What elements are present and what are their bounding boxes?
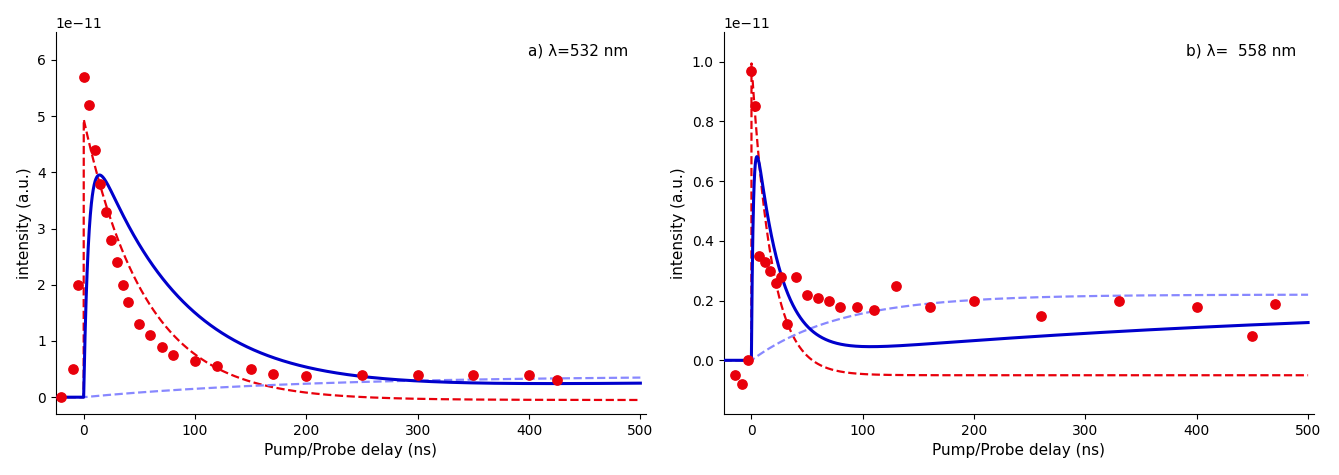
Point (754, 258, 775, 266)
Y-axis label: intensity (a.u.): intensity (a.u.) (671, 167, 687, 279)
Point (830, 303, 852, 310)
Point (129, 320, 150, 328)
Point (1030, 312, 1051, 319)
Point (100, 236, 122, 244)
Point (846, 303, 868, 310)
Point (759, 267, 781, 275)
Point (407, 371, 428, 379)
Point (749, 252, 770, 260)
Point (72, 73, 94, 81)
Point (807, 294, 829, 302)
Point (262, 370, 284, 377)
Point (740, 67, 762, 75)
Point (1186, 303, 1208, 310)
Point (62, 365, 83, 373)
Point (765, 279, 786, 286)
Point (546, 377, 568, 384)
Text: b) λ=  558 nm: b) λ= 558 nm (1186, 43, 1296, 58)
Point (785, 273, 806, 281)
Point (771, 273, 793, 281)
Point (95, 208, 116, 216)
Point (151, 343, 173, 351)
Point (139, 332, 161, 339)
Point (90, 180, 111, 188)
Point (351, 371, 372, 379)
Point (885, 282, 907, 289)
Point (463, 371, 485, 379)
X-axis label: Pump/Probe delay (ns): Pump/Probe delay (ns) (264, 443, 438, 458)
Point (79, 101, 100, 109)
Point (797, 291, 818, 298)
Text: a) λ=532 nm: a) λ=532 nm (528, 43, 628, 58)
Point (240, 365, 261, 373)
Point (51, 393, 72, 401)
Point (67, 281, 88, 289)
Point (106, 258, 127, 266)
Point (963, 297, 984, 304)
Y-axis label: intensity (a.u.): intensity (a.u.) (16, 167, 32, 279)
Point (296, 372, 317, 380)
Point (185, 357, 206, 364)
Point (777, 321, 798, 328)
Point (1241, 332, 1263, 340)
Point (919, 303, 940, 310)
X-axis label: Pump/Probe delay (ns): Pump/Probe delay (ns) (932, 443, 1105, 458)
Point (864, 306, 885, 314)
Point (744, 103, 766, 110)
Point (732, 380, 754, 388)
Point (118, 298, 139, 305)
Point (724, 371, 746, 379)
Point (1109, 297, 1130, 304)
Point (818, 297, 840, 304)
Point (162, 351, 183, 359)
Point (206, 362, 228, 370)
Point (84, 146, 106, 154)
Point (1264, 300, 1285, 307)
Point (518, 371, 540, 379)
Point (112, 281, 134, 289)
Point (738, 357, 759, 364)
